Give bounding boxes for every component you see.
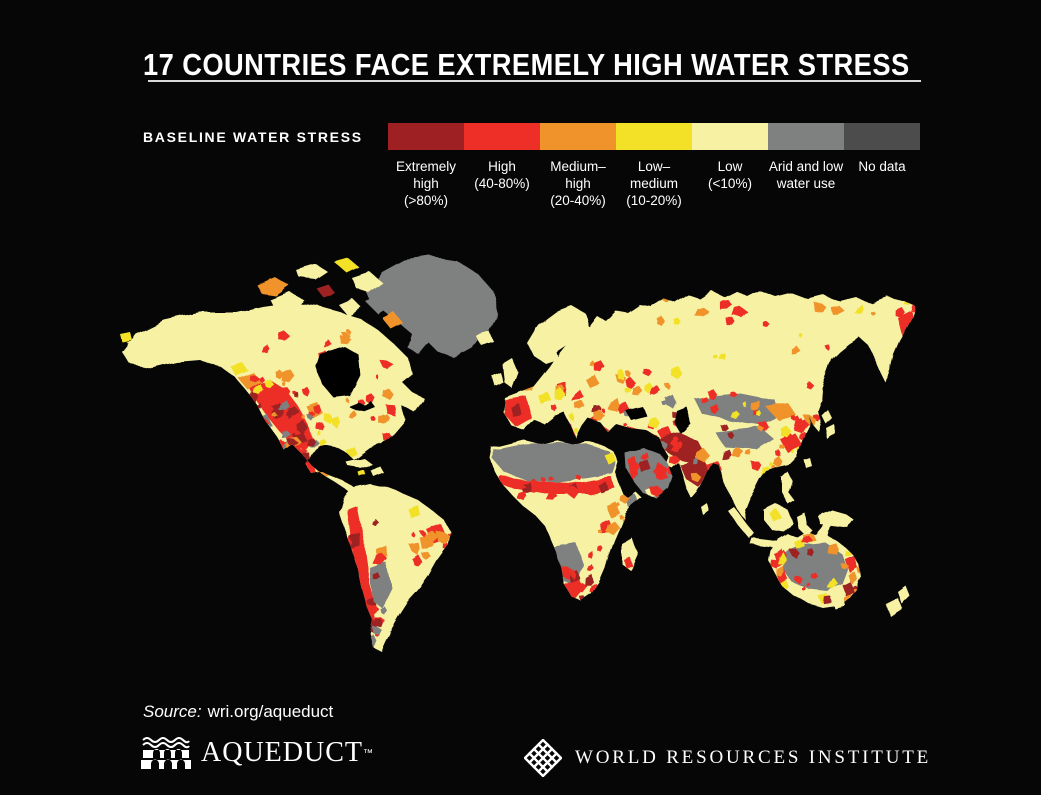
legend-swatch-arid [768, 123, 844, 150]
legend-swatch-extremely-high [388, 123, 464, 150]
page-title: 17 COUNTRIES FACE EXTREMELY HIGH WATER S… [143, 46, 910, 82]
legend-label-low-medium: Low– medium (10-20%) [626, 159, 682, 208]
legend-color-scale [388, 123, 920, 150]
aqueduct-logo: AQUEDUCT ™ [141, 736, 373, 770]
region-japan [822, 410, 836, 440]
source-value: wri.org/aqueduct [207, 702, 334, 721]
great-lakes [348, 402, 376, 412]
map-land-layer [120, 256, 916, 651]
region-southeast-asia [700, 458, 854, 548]
world-map-svg [120, 256, 916, 651]
legend-heading: BASELINE WATER STRESS [143, 129, 363, 145]
region-greenland [366, 256, 498, 358]
region-tasmania-nz [831, 586, 910, 616]
black-sea [625, 406, 647, 420]
wri-wordmark: WORLD RESOURCES INSTITUTE [575, 747, 932, 768]
aqueduct-icon [141, 737, 191, 769]
source-label: Source: [143, 702, 202, 721]
title-rule [148, 80, 921, 82]
legend-label-medium-high: Medium– high (20-40%) [550, 159, 606, 208]
region-caribbean [346, 458, 384, 477]
source-line: Source: wri.org/aqueduct [143, 702, 333, 722]
legend-label-no-data: No data [858, 159, 906, 174]
legend-swatch-no-data [844, 123, 920, 150]
region-arctic-islands [258, 258, 402, 328]
legend-swatch-high [464, 123, 540, 150]
wri-logo: WORLD RESOURCES INSTITUTE [524, 739, 931, 777]
aqueduct-wordmark: AQUEDUCT [201, 737, 363, 768]
legend-label-arid: Arid and low water use [768, 159, 844, 191]
caspian-sea [674, 406, 691, 434]
legend-label-extremely-high: Extremely high (>80%) [395, 159, 456, 208]
wri-weave-icon [524, 739, 562, 777]
legend-label-high: High (40-80%) [474, 159, 530, 191]
region-madagascar [622, 538, 638, 570]
world-water-stress-map [120, 248, 940, 695]
legend-swatch-low [692, 123, 768, 150]
legend-swatch-medium-high [540, 123, 616, 150]
hudson-bay [316, 346, 360, 398]
legend-label-low: Low (<10%) [708, 159, 752, 191]
region-europe-islands [492, 358, 518, 388]
aqueduct-trademark: ™ [363, 747, 373, 759]
legend-swatch-low-medium [616, 123, 692, 150]
legend-labels: Extremely high (>80%) High (40-80%) Medium… [388, 158, 920, 209]
